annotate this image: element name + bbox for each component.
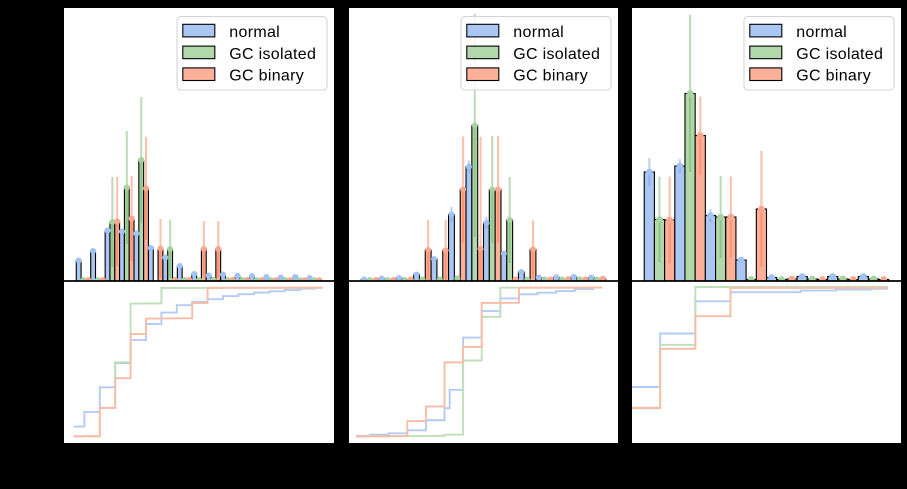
svg-text:normal: normal [513, 24, 564, 41]
svg-text:GC isolated: GC isolated [796, 46, 883, 63]
svg-text:GC binary: GC binary [229, 68, 304, 85]
svg-text:GC binary: GC binary [513, 68, 588, 85]
svg-text:normal: normal [229, 24, 280, 41]
svg-text:GC binary: GC binary [796, 68, 871, 85]
svg-text:normal: normal [796, 24, 847, 41]
svg-text:GC isolated: GC isolated [513, 46, 600, 63]
svg-text:GC isolated: GC isolated [229, 46, 316, 63]
